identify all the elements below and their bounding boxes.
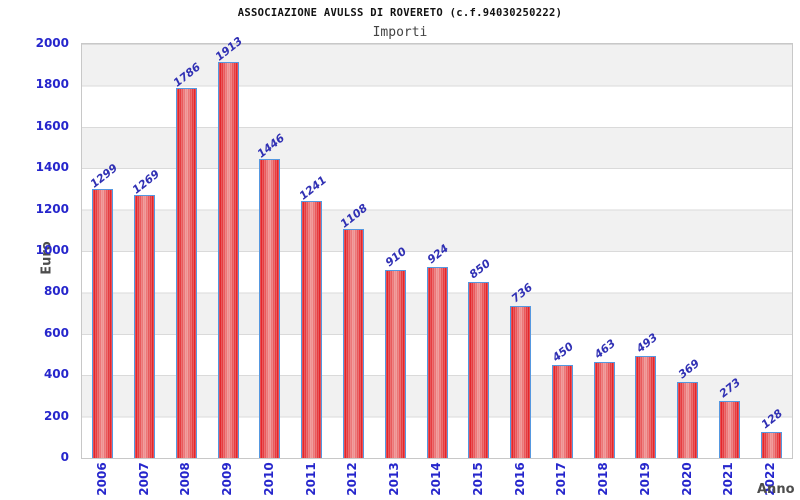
bar-value-label: 1446 [254,131,288,161]
x-axis: 2006 2007 2008 2009 2010 2011 2012 2013 2014 2015… [81,457,791,500]
bar-2012 [342,229,364,458]
x-tick-label: 2014 [429,462,443,496]
x-tick-label: 2019 [637,462,652,496]
y-axis: 0 200 400 600 800 1000 1200 1400 1600 1800 2000 [0,36,75,464]
y-tick-label: 800 [43,284,69,299]
y-tick-label: 1800 [35,77,69,92]
bar-value-label: 850 [466,256,493,282]
bar-2017 [551,365,573,458]
y-tick-label: 1200 [35,201,69,216]
bar-value-label: 910 [383,244,410,270]
bar-value-label: 736 [508,280,535,306]
bar-value-label: 1108 [338,201,371,231]
x-tick-label: 2009 [220,462,235,496]
x-tick-label: 2018 [596,462,611,496]
bar-value-label: 924 [424,241,452,267]
bar-value-label: 1786 [171,60,204,90]
bar-2010 [259,159,281,458]
y-tick-label: 1000 [35,243,69,257]
x-tick-label: 2010 [261,462,276,496]
y-tick-label: 1400 [35,160,69,175]
bar-value-label: 450 [550,339,577,365]
bar-2014 [426,267,448,458]
x-tick-label: 2015 [470,462,485,496]
y-tick-label: 200 [43,408,69,423]
bar-2007 [134,195,156,458]
bar-2021 [718,401,740,458]
bar-value-label: 1241 [296,173,329,203]
y-tick-label: 600 [43,325,69,340]
x-tick-label: 2020 [679,462,694,496]
bar-value-label: 1269 [129,167,162,197]
x-tick-label: 2006 [94,462,109,496]
bar-2016 [510,306,532,458]
y-tick-label: 1600 [35,118,69,133]
bar-2020 [677,382,699,458]
chart-title: ASSOCIAZIONE AVULSS DI ROVERETO (c.f.940… [237,7,563,19]
bar-2013 [384,270,406,458]
y-tick-label: 0 [60,450,69,464]
bar-value-label: 273 [717,375,744,401]
x-axis-title: Anno [757,482,795,497]
x-tick-label: 2021 [721,462,736,496]
bar-2018 [593,362,615,458]
bar-2022 [760,432,782,458]
x-tick-label: 2016 [512,462,527,496]
x-tick-label: 2017 [554,462,569,496]
bar-value-label: 1299 [87,161,120,191]
bar-2008 [175,88,197,458]
x-tick-label: 2007 [136,462,151,496]
bar-value-label: 493 [633,330,660,356]
x-tick-label: 2013 [387,462,402,496]
y-tick-label: 2000 [35,36,69,50]
x-tick-label: 2008 [178,462,193,496]
bar-2015 [468,282,490,458]
bar-2009 [217,62,239,458]
bar-value-label: 128 [759,406,786,432]
y-tick-label: 400 [43,367,69,382]
bar-2011 [301,201,323,458]
bar-2006 [92,189,114,458]
plot-area: 1299 1269 1786 1913 1446 1241 1108 910 924 850 736… [81,34,793,459]
bar-value-label: 463 [591,336,619,362]
bar-2019 [635,356,657,458]
bar-value-label: 369 [675,356,702,382]
x-tick-label: 2011 [303,462,318,496]
x-tick-label: 2012 [345,462,360,496]
chart-subtitle: Importi [372,25,428,40]
